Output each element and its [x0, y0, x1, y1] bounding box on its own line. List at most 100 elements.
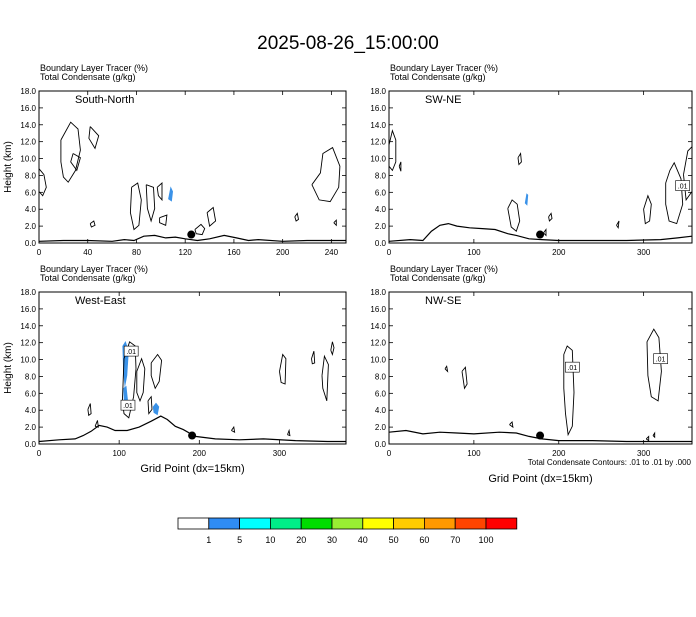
- condensate-contour: [294, 212, 300, 222]
- x-tick-label: 0: [37, 248, 42, 257]
- x-tick-label: 100: [112, 449, 126, 458]
- colorbar-label: 5: [237, 535, 242, 545]
- y-tick-label: 2.0: [25, 423, 37, 432]
- condensate-contour: [87, 403, 92, 417]
- condensate-contour: [70, 153, 81, 172]
- y-tick-label: 8.0: [25, 171, 37, 180]
- condensate-contour: [89, 220, 96, 228]
- x-tick-label: 40: [83, 248, 92, 257]
- panel-nw-se: Boundary Layer Tracer (%)Total Condensat…: [370, 264, 693, 485]
- x-tick-label: 300: [637, 449, 651, 458]
- x-tick-label: 0: [387, 449, 392, 458]
- colorbar-swatch: [485, 517, 518, 530]
- y-tick-label: 4.0: [25, 406, 37, 415]
- colorbar-label: 1: [206, 535, 211, 545]
- plot-frame: [38, 90, 347, 244]
- y-tick-label: 6.0: [375, 389, 387, 398]
- panel-header-tracer: Boundary Layer Tracer (%): [40, 63, 148, 73]
- condensate-contour: [517, 152, 522, 166]
- colorbar-swatch: [393, 517, 425, 530]
- contour-label-box: [675, 180, 690, 191]
- condensate-contour: [665, 161, 684, 225]
- condensate-contour: [129, 182, 142, 231]
- colorbar-swatch: [362, 517, 394, 530]
- condensate-contour: [231, 425, 236, 434]
- panel-header-tracer: Boundary Layer Tracer (%): [40, 264, 148, 274]
- y-tick-label: 14.0: [20, 322, 36, 331]
- panel-header-condensate: Total Condensate (g/kg): [390, 273, 486, 283]
- location-marker: [536, 230, 545, 239]
- panel-label: South-North: [75, 94, 134, 106]
- y-tick-label: 14.0: [370, 322, 386, 331]
- condensate-contour: [147, 395, 153, 415]
- colorbar-label: 50: [389, 535, 399, 545]
- plot-frame: [388, 291, 693, 445]
- condensate-contour: [652, 431, 656, 439]
- y-tick-label: 10.0: [370, 356, 386, 365]
- colorbar-label: 100: [478, 535, 493, 545]
- panel-south-north: Boundary Layer Tracer (%)Total Condensat…: [3, 63, 347, 257]
- condensate-contour: [645, 435, 650, 442]
- y-tick-label: 4.0: [375, 205, 387, 214]
- condensate-contour: [150, 353, 163, 390]
- panel-header-tracer: Boundary Layer Tracer (%): [390, 264, 498, 274]
- colorbar-label: 30: [327, 535, 337, 545]
- condensate-contour: [279, 353, 287, 385]
- y-tick-label: 14.0: [370, 121, 386, 130]
- panel-header-condensate: Total Condensate (g/kg): [40, 273, 136, 283]
- y-tick-label: 4.0: [25, 205, 37, 214]
- condensate-contour: [388, 129, 397, 172]
- y-tick-label: 18.0: [20, 87, 36, 96]
- condensate-contour: [646, 328, 662, 402]
- terrain-line: [38, 234, 346, 242]
- condensate-contour: [194, 223, 206, 236]
- colorbar-swatch: [331, 517, 364, 530]
- x-tick-label: 300: [637, 248, 651, 257]
- condensate-contour: [563, 345, 575, 437]
- condensate-contour: [683, 145, 693, 202]
- y-tick-label: 2.0: [375, 423, 387, 432]
- y-tick-label: 8.0: [25, 372, 37, 381]
- condensate-contour: [461, 366, 468, 390]
- panel-label: SW-NE: [425, 94, 461, 106]
- condensate-contour: [398, 161, 402, 172]
- colorbar-label: 60: [419, 535, 429, 545]
- y-tick-label: 12.0: [20, 138, 36, 147]
- x-tick-label: 0: [37, 449, 42, 458]
- condensate-contour: [94, 420, 99, 428]
- contour-label: .01: [567, 365, 577, 372]
- tracer-fill-region: [524, 193, 529, 206]
- contour-label: .01: [126, 349, 136, 356]
- x-axis-label: Grid Point (dx=15km): [488, 473, 592, 485]
- y-tick-label: 6.0: [25, 389, 37, 398]
- y-tick-label: 6.0: [25, 188, 37, 197]
- x-tick-label: 240: [325, 248, 339, 257]
- y-tick-label: 0.0: [375, 239, 387, 248]
- y-tick-label: 12.0: [20, 339, 36, 348]
- contour-label-box: [565, 361, 580, 373]
- y-tick-label: 6.0: [375, 188, 387, 197]
- x-tick-label: 80: [132, 248, 141, 257]
- panel-header-condensate: Total Condensate (g/kg): [40, 72, 136, 82]
- condensate-contour: [444, 365, 449, 373]
- colorbar-swatch: [208, 517, 241, 530]
- y-tick-label: 18.0: [20, 288, 36, 297]
- y-tick-label: 2.0: [375, 222, 387, 231]
- y-tick-label: 10.0: [370, 155, 386, 164]
- condensate-contour: [311, 350, 316, 365]
- panel-label: West-East: [75, 295, 126, 307]
- y-tick-label: 16.0: [370, 305, 386, 314]
- colorbar-label: 10: [265, 535, 275, 545]
- panel-sw-ne: Boundary Layer Tracer (%)Total Condensat…: [370, 63, 693, 257]
- condensate-contour: [311, 146, 341, 203]
- y-tick-label: 16.0: [20, 305, 36, 314]
- condensate-contour: [507, 199, 521, 232]
- y-tick-label: 14.0: [20, 121, 36, 130]
- tracer-fill-region: [168, 186, 173, 202]
- colorbar-swatch: [177, 517, 210, 530]
- contour-label: .01: [656, 357, 666, 364]
- condensate-contour: [330, 341, 335, 357]
- y-tick-label: 12.0: [370, 138, 386, 147]
- y-tick-label: 16.0: [20, 104, 36, 113]
